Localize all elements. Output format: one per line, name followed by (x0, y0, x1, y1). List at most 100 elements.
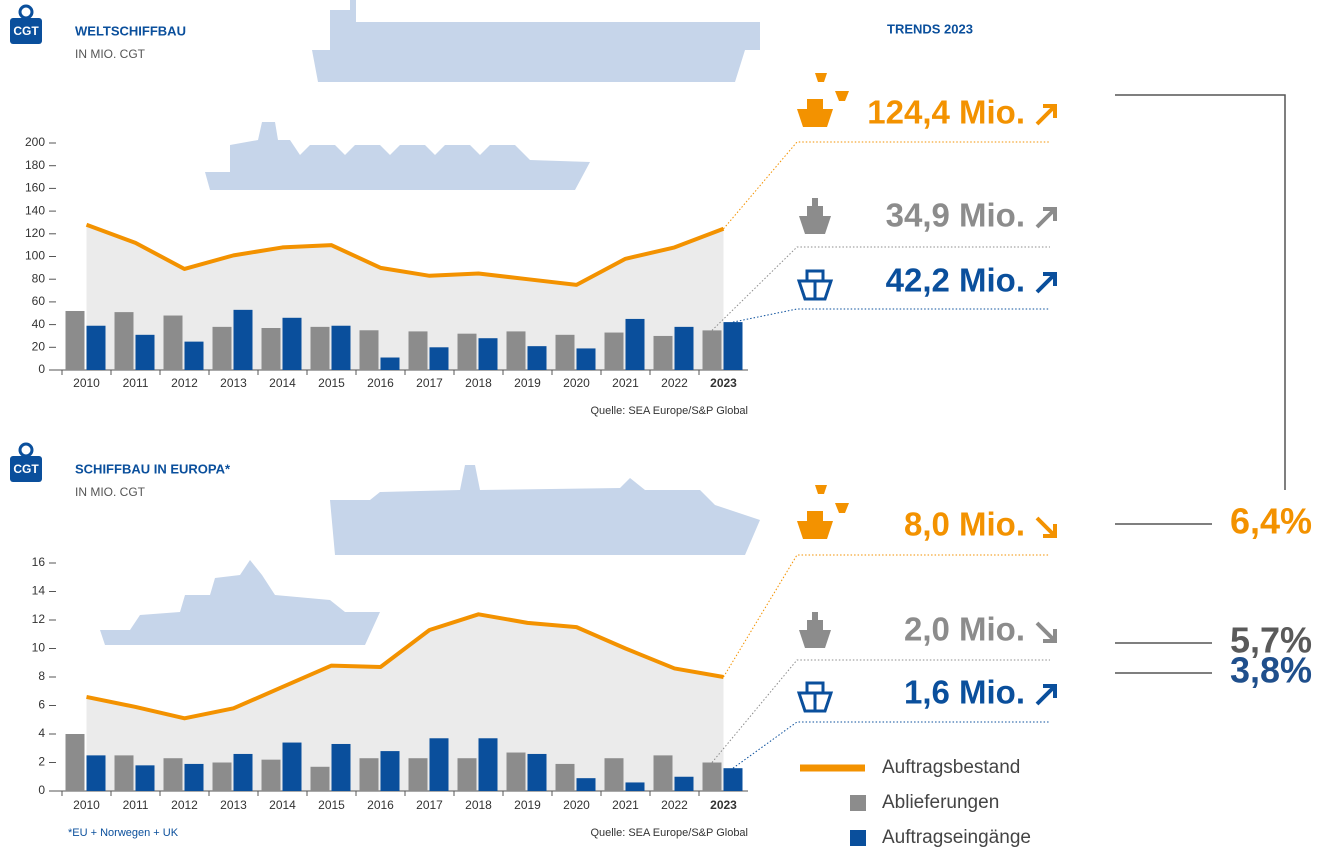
bracket (1115, 95, 1285, 490)
bar (234, 754, 253, 791)
ship-icon (799, 612, 831, 648)
badge-ring (20, 6, 32, 18)
bar (626, 782, 645, 791)
x-tick-label: 2014 (269, 798, 296, 812)
bar (703, 763, 722, 792)
x-tick-label: 2011 (123, 798, 149, 812)
y-tick-label: 160 (25, 181, 45, 195)
x-tick-label: 2020 (563, 798, 590, 812)
y-tick-label: 140 (25, 203, 45, 217)
bar (605, 758, 624, 791)
x-tick-label: 2018 (465, 376, 492, 390)
research-vessel (100, 560, 380, 645)
bar (381, 751, 400, 791)
lng-ship (205, 122, 590, 190)
bar (724, 768, 743, 791)
trends-title: TRENDS 2023 (887, 21, 973, 36)
x-tick-label: 2010 (73, 376, 100, 390)
bar (556, 335, 575, 370)
y-tick-label: 80 (32, 271, 46, 285)
trend-arrow (1037, 686, 1055, 704)
bar (605, 333, 624, 370)
bar (654, 755, 673, 791)
y-tick-label: 0 (38, 362, 45, 376)
chart-title: WELTSCHIFFBAU (75, 23, 186, 38)
y-tick-label: 10 (32, 641, 46, 655)
bar (136, 765, 155, 791)
x-tick-label: 2022 (661, 798, 688, 812)
y-tick-label: 60 (32, 294, 46, 308)
bar (430, 738, 449, 791)
bar (136, 335, 155, 370)
legend-label: Ablieferungen (882, 792, 999, 813)
bar (675, 327, 694, 370)
bar (262, 328, 281, 370)
x-tick-label: 2015 (318, 798, 345, 812)
y-tick-label: 120 (25, 226, 45, 240)
bar (409, 331, 428, 370)
page: {"badge":"CGT","trends_title":"TRENDS 20… (0, 0, 1333, 853)
bar (654, 336, 673, 370)
bar (262, 760, 281, 791)
trend-value: 34,9 Mio. (886, 197, 1025, 234)
ship-icon (797, 73, 849, 127)
source: Quelle: SEA Europe/S&P Global (590, 405, 748, 417)
x-tick-label: 2016 (367, 376, 394, 390)
legend-label: Auftragseingänge (882, 827, 1031, 848)
leader-line (733, 309, 1050, 322)
bar (332, 326, 351, 370)
bar (311, 327, 330, 370)
y-tick-label: 12 (32, 612, 46, 626)
x-tick-label: 2019 (514, 376, 541, 390)
x-tick-label: 2022 (661, 376, 688, 390)
bar (185, 764, 204, 791)
trend-arrow (1037, 518, 1055, 536)
share-value: 3,8% (1230, 650, 1312, 691)
bar (311, 767, 330, 791)
source: Quelle: SEA Europe/S&P Global (590, 827, 748, 839)
trend-arrow (1037, 623, 1055, 641)
y-tick-label: 20 (32, 339, 46, 353)
x-tick-label: 2015 (318, 376, 345, 390)
bar (409, 758, 428, 791)
y-tick-label: 4 (38, 726, 45, 740)
bar (507, 753, 526, 791)
bar (675, 777, 694, 791)
chart-subtitle: IN MIO. CGT (75, 485, 146, 499)
infographic: TRENDS 2023 CGT WELTSCHIFFBAU IN MIO. CGT 0… (0, 0, 1333, 853)
container-ship (312, 0, 760, 82)
bar (360, 758, 379, 791)
x-tick-label: 2013 (220, 798, 247, 812)
ship-icon (797, 485, 849, 539)
bar (626, 319, 645, 370)
bar (283, 743, 302, 791)
y-tick-label: 8 (38, 669, 45, 683)
bar (577, 348, 596, 370)
y-tick-label: 100 (25, 249, 45, 263)
bar (381, 358, 400, 370)
x-tick-label: 2013 (220, 376, 247, 390)
y-tick-label: 200 (25, 135, 45, 149)
bar (332, 744, 351, 791)
trend-value: 2,0 Mio. (904, 611, 1025, 648)
trend-value: 124,4 Mio. (867, 94, 1025, 131)
x-tick-label: 2017 (416, 376, 443, 390)
bar (164, 316, 183, 370)
y-tick-label: 2 (38, 755, 45, 769)
bar (87, 326, 106, 370)
legend-swatch (850, 795, 866, 811)
trend-arrow (1037, 106, 1055, 124)
trend-value: 42,2 Mio. (886, 262, 1025, 299)
badge-ring (20, 444, 32, 456)
badge-label: CGT (13, 462, 39, 476)
bar (115, 755, 134, 791)
bar (66, 311, 85, 370)
y-tick-label: 6 (38, 698, 45, 712)
x-tick-label: 2017 (416, 798, 443, 812)
y-tick-label: 16 (32, 555, 46, 569)
x-tick-label: 2016 (367, 798, 394, 812)
bar (577, 778, 596, 791)
bar (528, 754, 547, 791)
x-tick-label: 2010 (73, 798, 100, 812)
y-tick-label: 180 (25, 158, 45, 172)
